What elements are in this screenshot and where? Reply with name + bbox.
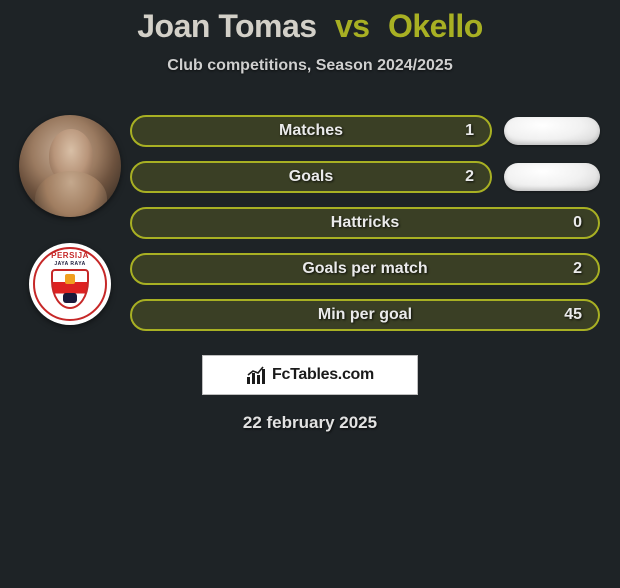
club-badge: PERSIJA JAYA RAYA [29, 243, 111, 325]
stat-value: 45 [564, 306, 582, 324]
subtitle: Club competitions, Season 2024/2025 [10, 57, 610, 75]
page-title: Joan Tomas vs Okello [10, 8, 610, 45]
stat-value: 1 [465, 122, 474, 140]
brand-box[interactable]: FcTables.com [202, 355, 418, 395]
stat-pill: Hattricks 0 [130, 207, 600, 239]
club-badge-name: PERSIJA [29, 251, 111, 260]
stat-row: Goals per match 2 [130, 253, 600, 285]
chart-icon [246, 365, 266, 385]
stat-label: Hattricks [331, 214, 399, 232]
stat-pill: Goals per match 2 [130, 253, 600, 285]
comparison-oval [504, 163, 600, 191]
stat-label: Matches [279, 122, 343, 140]
player-avatar [19, 115, 121, 217]
comparison-oval [504, 117, 600, 145]
stat-label: Goals [289, 168, 333, 186]
stat-row: Matches 1 [130, 115, 600, 147]
stat-label: Goals per match [302, 260, 427, 278]
stats-list: Matches 1 Goals 2 Hattricks 0 Goals per match 2… [130, 115, 610, 331]
stat-label: Min per goal [318, 306, 412, 324]
stat-value: 0 [573, 214, 582, 232]
player2-name: Okello [388, 8, 483, 44]
vs-text: vs [335, 8, 370, 44]
player1-name: Joan Tomas [137, 8, 316, 44]
stat-value: 2 [465, 168, 474, 186]
date-text: 22 february 2025 [10, 413, 610, 433]
stat-row: Goals 2 [130, 161, 600, 193]
stat-value: 2 [573, 260, 582, 278]
stat-row: Hattricks 0 [130, 207, 600, 239]
club-badge-sub: JAYA RAYA [29, 261, 111, 267]
stat-row: Min per goal 45 [130, 299, 600, 331]
stat-pill: Goals 2 [130, 161, 492, 193]
stat-pill: Matches 1 [130, 115, 492, 147]
brand-text: FcTables.com [272, 366, 374, 384]
stat-pill: Min per goal 45 [130, 299, 600, 331]
